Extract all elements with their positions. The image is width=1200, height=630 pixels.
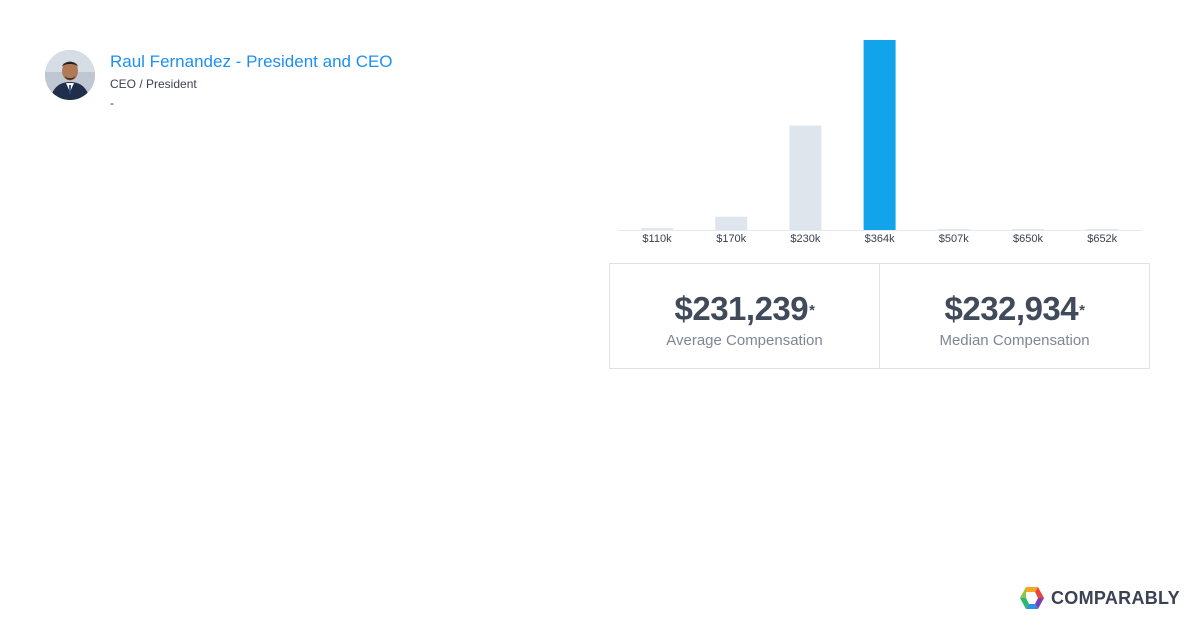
bar-652k [1086,229,1119,230]
tick-label: $650k [1013,233,1043,245]
bar-110k [641,228,673,230]
profile-name-link[interactable]: Raul Fernandez - President and CEO [110,52,393,71]
tick-label: $110k [642,233,672,245]
bar-650k [1012,229,1044,230]
compensation-stats: $231,239* Average Compensation $232,934*… [609,263,1150,369]
bar-364k [863,40,896,230]
chart-svg: $110k $170k $230k $364k $507k $650k $652k [618,40,1142,245]
compensation-histogram: $110k $170k $230k $364k $507k $650k $652k [610,30,1150,255]
comparably-brand[interactable]: COMPARABLY [1019,586,1180,610]
footnote-marker: * [1079,302,1085,319]
median-compensation-value: $232,934* [944,290,1086,327]
bar-170k [715,216,748,230]
profile-header: Raul Fernandez - President and CEO CEO /… [45,50,393,112]
profile-detail: - [110,96,114,110]
footnote-marker: * [809,302,815,319]
average-compensation-value: $231,239* [674,290,816,327]
brand-name: COMPARABLY [1050,587,1180,608]
tick-label: $507k [939,233,969,245]
bar-230k [789,125,822,230]
comparably-logo-icon [1019,587,1044,609]
tick-label: $652k [1087,233,1117,245]
tick-label: $230k [790,233,820,245]
tick-label: $364k [865,233,895,245]
avatar [45,50,95,100]
tick-label: $170k [716,233,746,245]
average-compensation-label: Average Compensation [666,332,823,349]
bar-507k [937,229,970,230]
average-compensation-card: $231,239* Average Compensation [609,263,880,369]
median-compensation-label: Median Compensation [939,332,1090,349]
median-compensation-card: $232,934* Median Compensation [879,263,1150,369]
profile-role: CEO / President [110,77,197,91]
